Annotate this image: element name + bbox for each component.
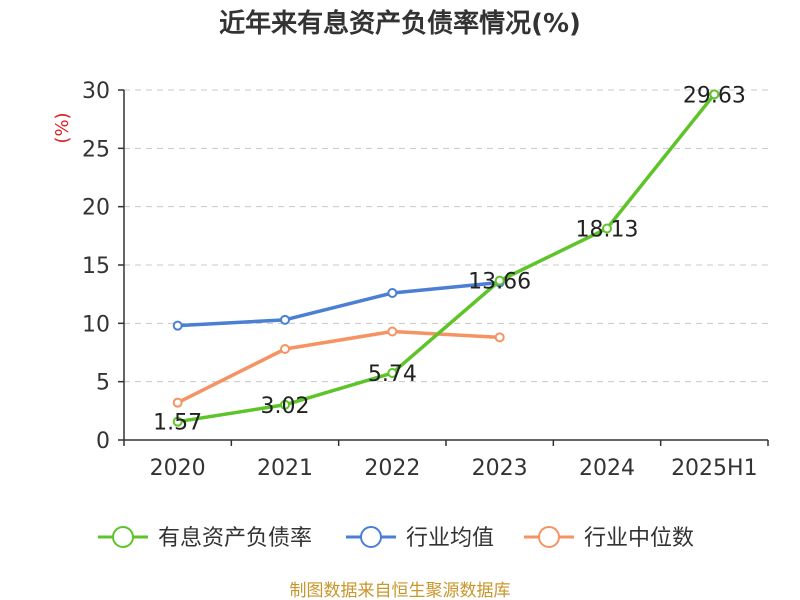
legend-label: 行业中位数 bbox=[584, 526, 694, 551]
y-tick-label: 20 bbox=[82, 196, 110, 221]
data-point bbox=[494, 332, 505, 343]
legend[interactable]: 有息资产负债率 行业均值 行业中位数 bbox=[98, 526, 694, 551]
y-tick-label: 5 bbox=[96, 371, 110, 396]
x-tick-label: 2021 bbox=[257, 456, 313, 481]
y-tick-label: 0 bbox=[96, 429, 110, 454]
legend-swatch-marker bbox=[112, 526, 134, 548]
x-tick-label: 2023 bbox=[472, 456, 528, 481]
data-point bbox=[172, 320, 183, 331]
data-labels: 1.57 3.02 5.74 13.66 18.13 29.63 bbox=[153, 83, 746, 435]
series-line bbox=[177, 280, 500, 328]
data-label: 3.02 bbox=[261, 394, 310, 419]
y-tick-label: 30 bbox=[82, 79, 110, 104]
x-tick-label: 2025H1 bbox=[671, 456, 758, 481]
source-note: 制图数据来自恒生聚源数据库 bbox=[290, 581, 511, 600]
data-point bbox=[709, 89, 720, 100]
data-label: 29.63 bbox=[683, 83, 746, 108]
data-point bbox=[280, 344, 290, 354]
y-tick-label: 10 bbox=[82, 312, 110, 337]
legend-swatch-marker bbox=[360, 526, 382, 548]
legend-label: 有息资产负债率 bbox=[158, 526, 312, 551]
data-point bbox=[387, 288, 398, 298]
y-axis-label: (%) bbox=[52, 112, 73, 143]
y-tick-label: 15 bbox=[82, 254, 110, 279]
data-label: 5.74 bbox=[368, 362, 417, 387]
series-line bbox=[177, 93, 716, 424]
legend-swatch-marker bbox=[538, 526, 560, 548]
x-tick-label: 2020 bbox=[150, 456, 206, 481]
x-tick-label: 2022 bbox=[364, 456, 420, 481]
data-point bbox=[387, 368, 398, 379]
data-label: 13.66 bbox=[468, 270, 531, 295]
data-point bbox=[602, 223, 612, 234]
data-point bbox=[387, 326, 398, 337]
data-point bbox=[172, 397, 183, 408]
grid-lines bbox=[124, 89, 768, 383]
data-label: 18.13 bbox=[576, 217, 639, 242]
data-point bbox=[494, 275, 505, 286]
chart-title: 近年来有息资产负债率情况(%) bbox=[219, 8, 581, 39]
data-label: 1.57 bbox=[153, 411, 202, 436]
series-lines bbox=[172, 89, 720, 427]
legend-label: 行业均值 bbox=[406, 526, 494, 551]
axes: 0 5 10 15 20 25 30 2020 2021 2022 2023 2024 2025H1 bbox=[82, 79, 769, 481]
series-line bbox=[176, 329, 500, 405]
data-point bbox=[280, 314, 290, 325]
data-point bbox=[172, 416, 183, 427]
data-point bbox=[280, 399, 290, 410]
y-tick-label: 25 bbox=[82, 137, 110, 162]
x-tick-label: 2024 bbox=[579, 456, 635, 481]
